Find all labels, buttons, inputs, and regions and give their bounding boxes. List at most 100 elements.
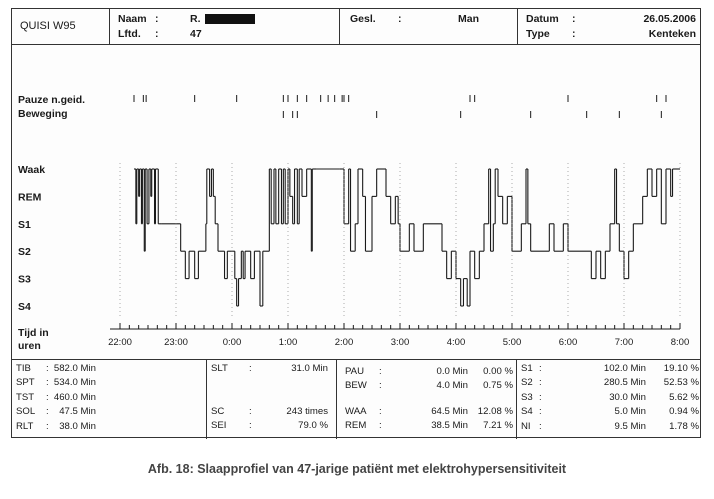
stat-row: REM:38.5 Min 7.21 %	[345, 420, 513, 432]
stat-value: 0.0 Min	[436, 366, 468, 377]
stats-col-1: TIB:582.0 Min SPT:534.0 Min TST:460.0 Min S…	[12, 360, 207, 439]
name-label: Naam	[118, 13, 147, 25]
stat-value: 243 times	[286, 406, 328, 417]
stat-label: SPT	[16, 377, 35, 389]
stat-label: SC	[211, 406, 225, 417]
stat-row: TIB:582.0 Min	[16, 363, 96, 374]
name-redaction	[205, 14, 255, 24]
stat-label: SEI	[211, 420, 227, 432]
age-label: Lftd.	[118, 28, 141, 40]
x-tick-label: 6:00	[559, 337, 578, 348]
stat-row: S3:30.0 Min 5.62 %	[521, 391, 699, 403]
sleep-statistics: TIB:582.0 Min SPT:534.0 Min TST:460.0 Min S…	[12, 359, 700, 439]
x-tick-label: 23:00	[164, 337, 188, 348]
stat-row: NI:9.5 Min 1.78 %	[521, 420, 699, 432]
x-axis-label: Tijd in	[18, 327, 49, 339]
x-tick-label: 2:00	[335, 337, 354, 348]
stat-percent: 52.53 %	[663, 377, 699, 389]
x-tick-label: 5:00	[503, 337, 522, 348]
x-tick-label: 22:00	[108, 337, 132, 348]
stat-value: 5.0 Min	[614, 406, 646, 418]
y-tick-label: S3	[18, 274, 31, 286]
stat-percent: 0.94 %	[669, 406, 699, 418]
x-tick-label: 1:00	[279, 337, 298, 348]
stat-label: TIB	[16, 363, 31, 374]
stats-col-3: PAU:0.0 Min 0.00 % BEW:4.0 Min 0.75 % WAA:64…	[337, 360, 517, 439]
stat-value: 79.0 %	[298, 420, 328, 432]
stat-value: 582.0 Min	[53, 363, 96, 374]
stat-value: 38.5 Min	[431, 420, 468, 432]
stat-row: SOL:47.5 Min	[16, 406, 96, 418]
stats-col-4: S1:102.0 Min 19.10 % S2:280.5 Min 52.53 % S3…	[517, 360, 702, 439]
stat-percent: 7.21 %	[483, 420, 513, 432]
stat-percent: 0.75 %	[483, 380, 513, 392]
stat-row: BEW:4.0 Min 0.75 %	[345, 380, 513, 392]
stat-label: SLT	[211, 363, 228, 374]
y-tick-label: REM	[18, 191, 42, 203]
date-label: Datum	[526, 13, 559, 25]
sleep-report-sheet: QUISI W95 Naam : R. Lftd. : 47 Gesl. : M…	[11, 8, 701, 439]
stat-label: S3	[521, 391, 533, 403]
stat-label: S2	[521, 377, 533, 389]
stat-row: SEI:79.0 %	[211, 420, 328, 432]
stat-label: WAA	[345, 406, 367, 417]
stat-value: 38.0 Min	[59, 420, 96, 432]
stat-percent: 0.00 %	[483, 366, 513, 377]
stat-label: BEW	[345, 380, 367, 392]
x-tick-label: 0:00	[223, 337, 242, 348]
movement-row-label: Beweging	[18, 108, 68, 120]
sex-label: Gesl.	[350, 13, 376, 25]
y-tick-label: Waak	[18, 164, 45, 176]
device-name: QUISI W95	[20, 20, 76, 32]
stat-label: RLT	[16, 420, 34, 432]
stat-percent: 5.62 %	[669, 391, 699, 403]
pause-row-label: Pauze n.geid.	[18, 94, 85, 106]
stat-label: S4	[521, 406, 533, 418]
x-tick-label: 4:00	[447, 337, 466, 348]
stat-value: 460.0 Min	[53, 391, 96, 403]
stat-value: 534.0 Min	[53, 377, 96, 389]
stat-row: SLT:31.0 Min	[211, 363, 328, 374]
stat-label: NI	[521, 420, 531, 432]
stat-row: PAU:0.0 Min 0.00 %	[345, 366, 513, 377]
x-axis-label: uren	[18, 340, 41, 352]
y-tick-label: S2	[18, 246, 31, 258]
stat-label: S1	[521, 363, 533, 374]
hypnogram-chart: Pauze n.geid. Beweging Waak REM S1 S2 S3 S4 Tijd…	[18, 94, 690, 352]
stat-row: WAA:64.5 Min 12.08 %	[345, 406, 513, 417]
figure-caption: Afb. 18: Slaapprofiel van 47-jarige pati…	[147, 462, 567, 476]
y-tick-label: S1	[18, 219, 31, 231]
sex-value: Man	[458, 13, 479, 25]
stat-percent: 1.78 %	[669, 420, 699, 432]
report-header: QUISI W95 Naam : R. Lftd. : 47 Gesl. : M…	[12, 9, 700, 45]
stat-percent: 19.10 %	[663, 363, 699, 374]
stat-row: S2:280.5 Min 52.53 %	[521, 377, 699, 389]
stat-value: 47.5 Min	[59, 406, 96, 418]
stat-label: TST	[16, 391, 35, 403]
stat-value: 102.0 Min	[603, 363, 646, 374]
y-tick-label: S4	[18, 301, 31, 313]
stat-label: REM	[345, 420, 367, 432]
stat-row: SPT:534.0 Min	[16, 377, 96, 389]
stats-col-2: SLT:31.0 Min SC:243 times SEI:79.0 %	[207, 360, 337, 439]
stat-label: SOL	[16, 406, 36, 418]
type-label: Type	[526, 28, 550, 40]
name-value: R.	[190, 13, 201, 25]
stat-value: 4.0 Min	[436, 380, 468, 392]
age-value: 47	[190, 28, 202, 40]
sex-cell: Gesl. : Man	[340, 9, 518, 44]
x-tick-label: 3:00	[391, 337, 410, 348]
date-cell: Datum : 26.05.2006 Type : Kenteken	[526, 13, 696, 40]
stat-row: S4:5.0 Min 0.94 %	[521, 406, 699, 418]
stat-value: 64.5 Min	[431, 406, 468, 417]
stat-value: 9.5 Min	[614, 420, 646, 432]
stat-value: 31.0 Min	[291, 363, 328, 374]
stat-label: PAU	[345, 366, 365, 377]
stat-row: S1:102.0 Min 19.10 %	[521, 363, 699, 374]
date-value: 26.05.2006	[643, 13, 696, 25]
x-tick-label: 8:00	[671, 337, 690, 348]
stat-value: 280.5 Min	[603, 377, 646, 389]
type-value: Kenteken	[648, 28, 696, 40]
x-tick-label: 7:00	[615, 337, 634, 348]
stat-row: RLT:38.0 Min	[16, 420, 96, 432]
